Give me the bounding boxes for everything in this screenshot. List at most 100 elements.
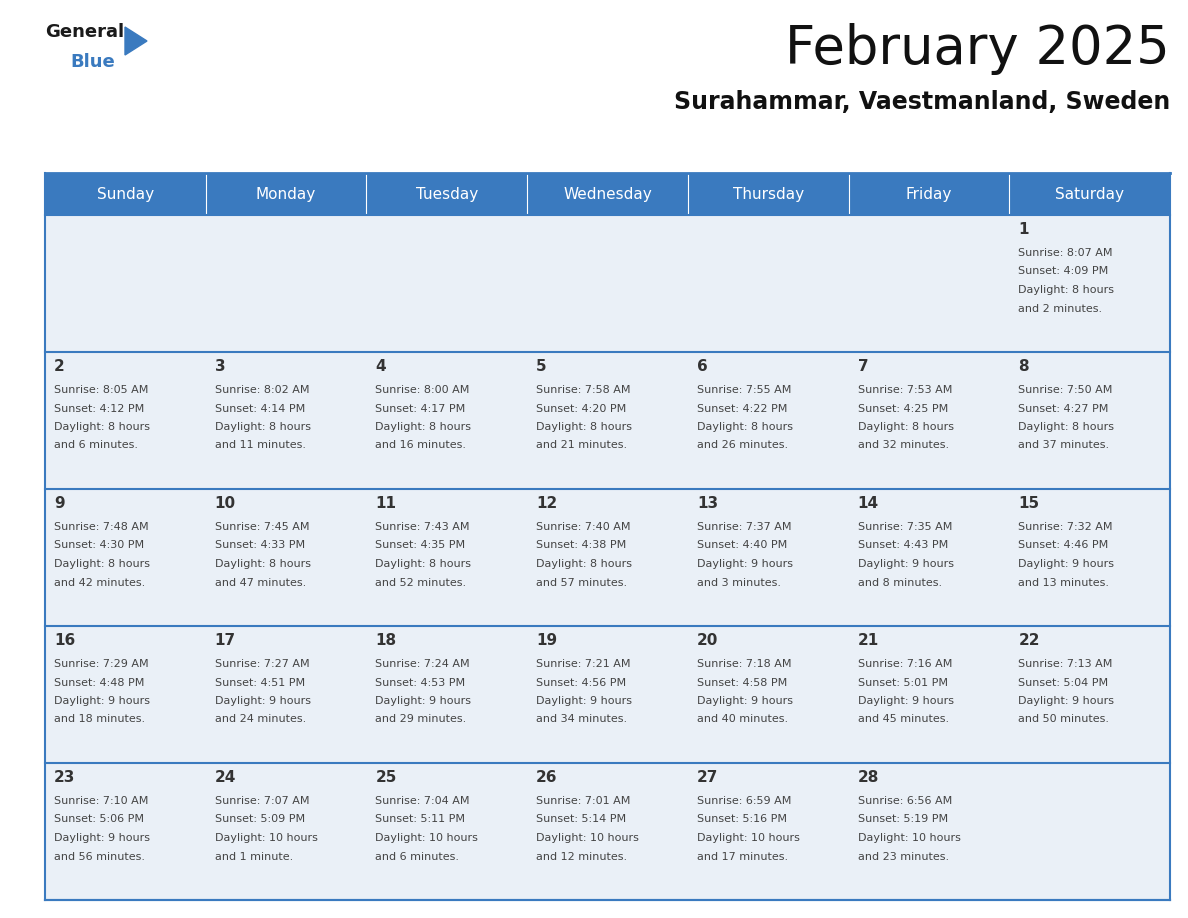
Bar [527, 489, 688, 626]
Text: Sunset: 4:27 PM: Sunset: 4:27 PM [1018, 404, 1108, 413]
Text: Sunset: 5:04 PM: Sunset: 5:04 PM [1018, 677, 1108, 688]
Bar [527, 763, 688, 900]
Text: Daylight: 9 hours: Daylight: 9 hours [697, 696, 792, 706]
Text: Daylight: 9 hours: Daylight: 9 hours [697, 559, 792, 569]
Text: 26: 26 [536, 770, 557, 785]
Bar [848, 626, 1010, 763]
Bar [848, 489, 1010, 626]
Text: Daylight: 8 hours: Daylight: 8 hours [53, 559, 150, 569]
Text: 24: 24 [215, 770, 236, 785]
Bar [527, 626, 688, 763]
Text: 7: 7 [858, 359, 868, 374]
Text: Sunrise: 8:07 AM: Sunrise: 8:07 AM [1018, 248, 1113, 258]
Text: 14: 14 [858, 496, 879, 511]
Text: Sunrise: 7:21 AM: Sunrise: 7:21 AM [536, 659, 631, 669]
Text: Sunrise: 7:50 AM: Sunrise: 7:50 AM [1018, 385, 1113, 395]
Text: Sunrise: 7:10 AM: Sunrise: 7:10 AM [53, 796, 148, 806]
Text: Daylight: 8 hours: Daylight: 8 hours [375, 422, 472, 432]
Text: Daylight: 9 hours: Daylight: 9 hours [1018, 696, 1114, 706]
Text: Daylight: 8 hours: Daylight: 8 hours [375, 559, 472, 569]
Text: Sunrise: 6:59 AM: Sunrise: 6:59 AM [697, 796, 791, 806]
Text: Sunrise: 8:05 AM: Sunrise: 8:05 AM [53, 385, 148, 395]
Text: and 23 minutes.: and 23 minutes. [858, 852, 949, 861]
Text: 13: 13 [697, 496, 718, 511]
Bar [688, 489, 848, 626]
Text: Thursday: Thursday [733, 186, 804, 201]
Text: Sunrise: 7:53 AM: Sunrise: 7:53 AM [858, 385, 952, 395]
Bar [45, 173, 1170, 215]
Text: Daylight: 9 hours: Daylight: 9 hours [858, 696, 954, 706]
Text: Sunrise: 7:32 AM: Sunrise: 7:32 AM [1018, 522, 1113, 532]
Text: Sunset: 4:48 PM: Sunset: 4:48 PM [53, 677, 145, 688]
Text: Daylight: 9 hours: Daylight: 9 hours [53, 833, 150, 843]
Bar [206, 626, 366, 763]
Text: Monday: Monday [255, 186, 316, 201]
Text: and 17 minutes.: and 17 minutes. [697, 852, 788, 861]
Bar [1010, 763, 1170, 900]
Text: Daylight: 9 hours: Daylight: 9 hours [536, 696, 632, 706]
Text: 5: 5 [536, 359, 546, 374]
Bar [1010, 352, 1170, 489]
Bar [527, 215, 688, 352]
Text: Daylight: 10 hours: Daylight: 10 hours [375, 833, 479, 843]
Text: Sunrise: 8:02 AM: Sunrise: 8:02 AM [215, 385, 309, 395]
Text: Daylight: 8 hours: Daylight: 8 hours [536, 422, 632, 432]
Text: Sunrise: 7:07 AM: Sunrise: 7:07 AM [215, 796, 309, 806]
Text: Daylight: 10 hours: Daylight: 10 hours [215, 833, 317, 843]
Text: Sunset: 4:17 PM: Sunset: 4:17 PM [375, 404, 466, 413]
Text: 2: 2 [53, 359, 65, 374]
Text: Saturday: Saturday [1055, 186, 1124, 201]
Bar [688, 763, 848, 900]
Text: 27: 27 [697, 770, 719, 785]
Bar [688, 352, 848, 489]
Text: and 26 minutes.: and 26 minutes. [697, 441, 788, 451]
Text: and 47 minutes.: and 47 minutes. [215, 577, 307, 588]
Text: 17: 17 [215, 633, 236, 648]
Text: Sunrise: 7:13 AM: Sunrise: 7:13 AM [1018, 659, 1113, 669]
Text: Sunset: 4:38 PM: Sunset: 4:38 PM [536, 541, 626, 551]
Text: Sunrise: 7:04 AM: Sunrise: 7:04 AM [375, 796, 470, 806]
Text: and 40 minutes.: and 40 minutes. [697, 714, 788, 724]
Text: Sunset: 4:33 PM: Sunset: 4:33 PM [215, 541, 305, 551]
Bar [1010, 215, 1170, 352]
Bar [206, 352, 366, 489]
Text: 23: 23 [53, 770, 75, 785]
Bar [848, 215, 1010, 352]
Text: and 37 minutes.: and 37 minutes. [1018, 441, 1110, 451]
Text: and 6 minutes.: and 6 minutes. [53, 441, 138, 451]
Text: Daylight: 10 hours: Daylight: 10 hours [536, 833, 639, 843]
Text: 25: 25 [375, 770, 397, 785]
Text: 10: 10 [215, 496, 236, 511]
Text: 21: 21 [858, 633, 879, 648]
Text: Friday: Friday [905, 186, 952, 201]
Bar [206, 489, 366, 626]
Text: and 21 minutes.: and 21 minutes. [536, 441, 627, 451]
Bar [688, 626, 848, 763]
Text: Sunrise: 7:24 AM: Sunrise: 7:24 AM [375, 659, 470, 669]
Text: Sunrise: 6:56 AM: Sunrise: 6:56 AM [858, 796, 952, 806]
Text: 20: 20 [697, 633, 719, 648]
Text: Sunrise: 7:40 AM: Sunrise: 7:40 AM [536, 522, 631, 532]
Bar [45, 215, 206, 352]
Bar [527, 352, 688, 489]
Text: 19: 19 [536, 633, 557, 648]
Text: and 42 minutes.: and 42 minutes. [53, 577, 145, 588]
Text: Sunset: 5:11 PM: Sunset: 5:11 PM [375, 814, 466, 824]
Bar [366, 626, 527, 763]
Text: Daylight: 8 hours: Daylight: 8 hours [1018, 422, 1114, 432]
Text: Sunset: 4:53 PM: Sunset: 4:53 PM [375, 677, 466, 688]
Text: Sunset: 4:20 PM: Sunset: 4:20 PM [536, 404, 626, 413]
Text: Sunset: 5:14 PM: Sunset: 5:14 PM [536, 814, 626, 824]
Text: 28: 28 [858, 770, 879, 785]
Text: Daylight: 8 hours: Daylight: 8 hours [1018, 285, 1114, 295]
Text: Sunset: 4:35 PM: Sunset: 4:35 PM [375, 541, 466, 551]
Text: and 29 minutes.: and 29 minutes. [375, 714, 467, 724]
Text: 9: 9 [53, 496, 64, 511]
Text: and 52 minutes.: and 52 minutes. [375, 577, 467, 588]
Text: Daylight: 9 hours: Daylight: 9 hours [53, 696, 150, 706]
Text: General: General [45, 23, 124, 41]
Text: and 2 minutes.: and 2 minutes. [1018, 304, 1102, 314]
Text: Sunrise: 7:58 AM: Sunrise: 7:58 AM [536, 385, 631, 395]
Text: Sunset: 4:30 PM: Sunset: 4:30 PM [53, 541, 144, 551]
Text: Sunset: 5:19 PM: Sunset: 5:19 PM [858, 814, 948, 824]
